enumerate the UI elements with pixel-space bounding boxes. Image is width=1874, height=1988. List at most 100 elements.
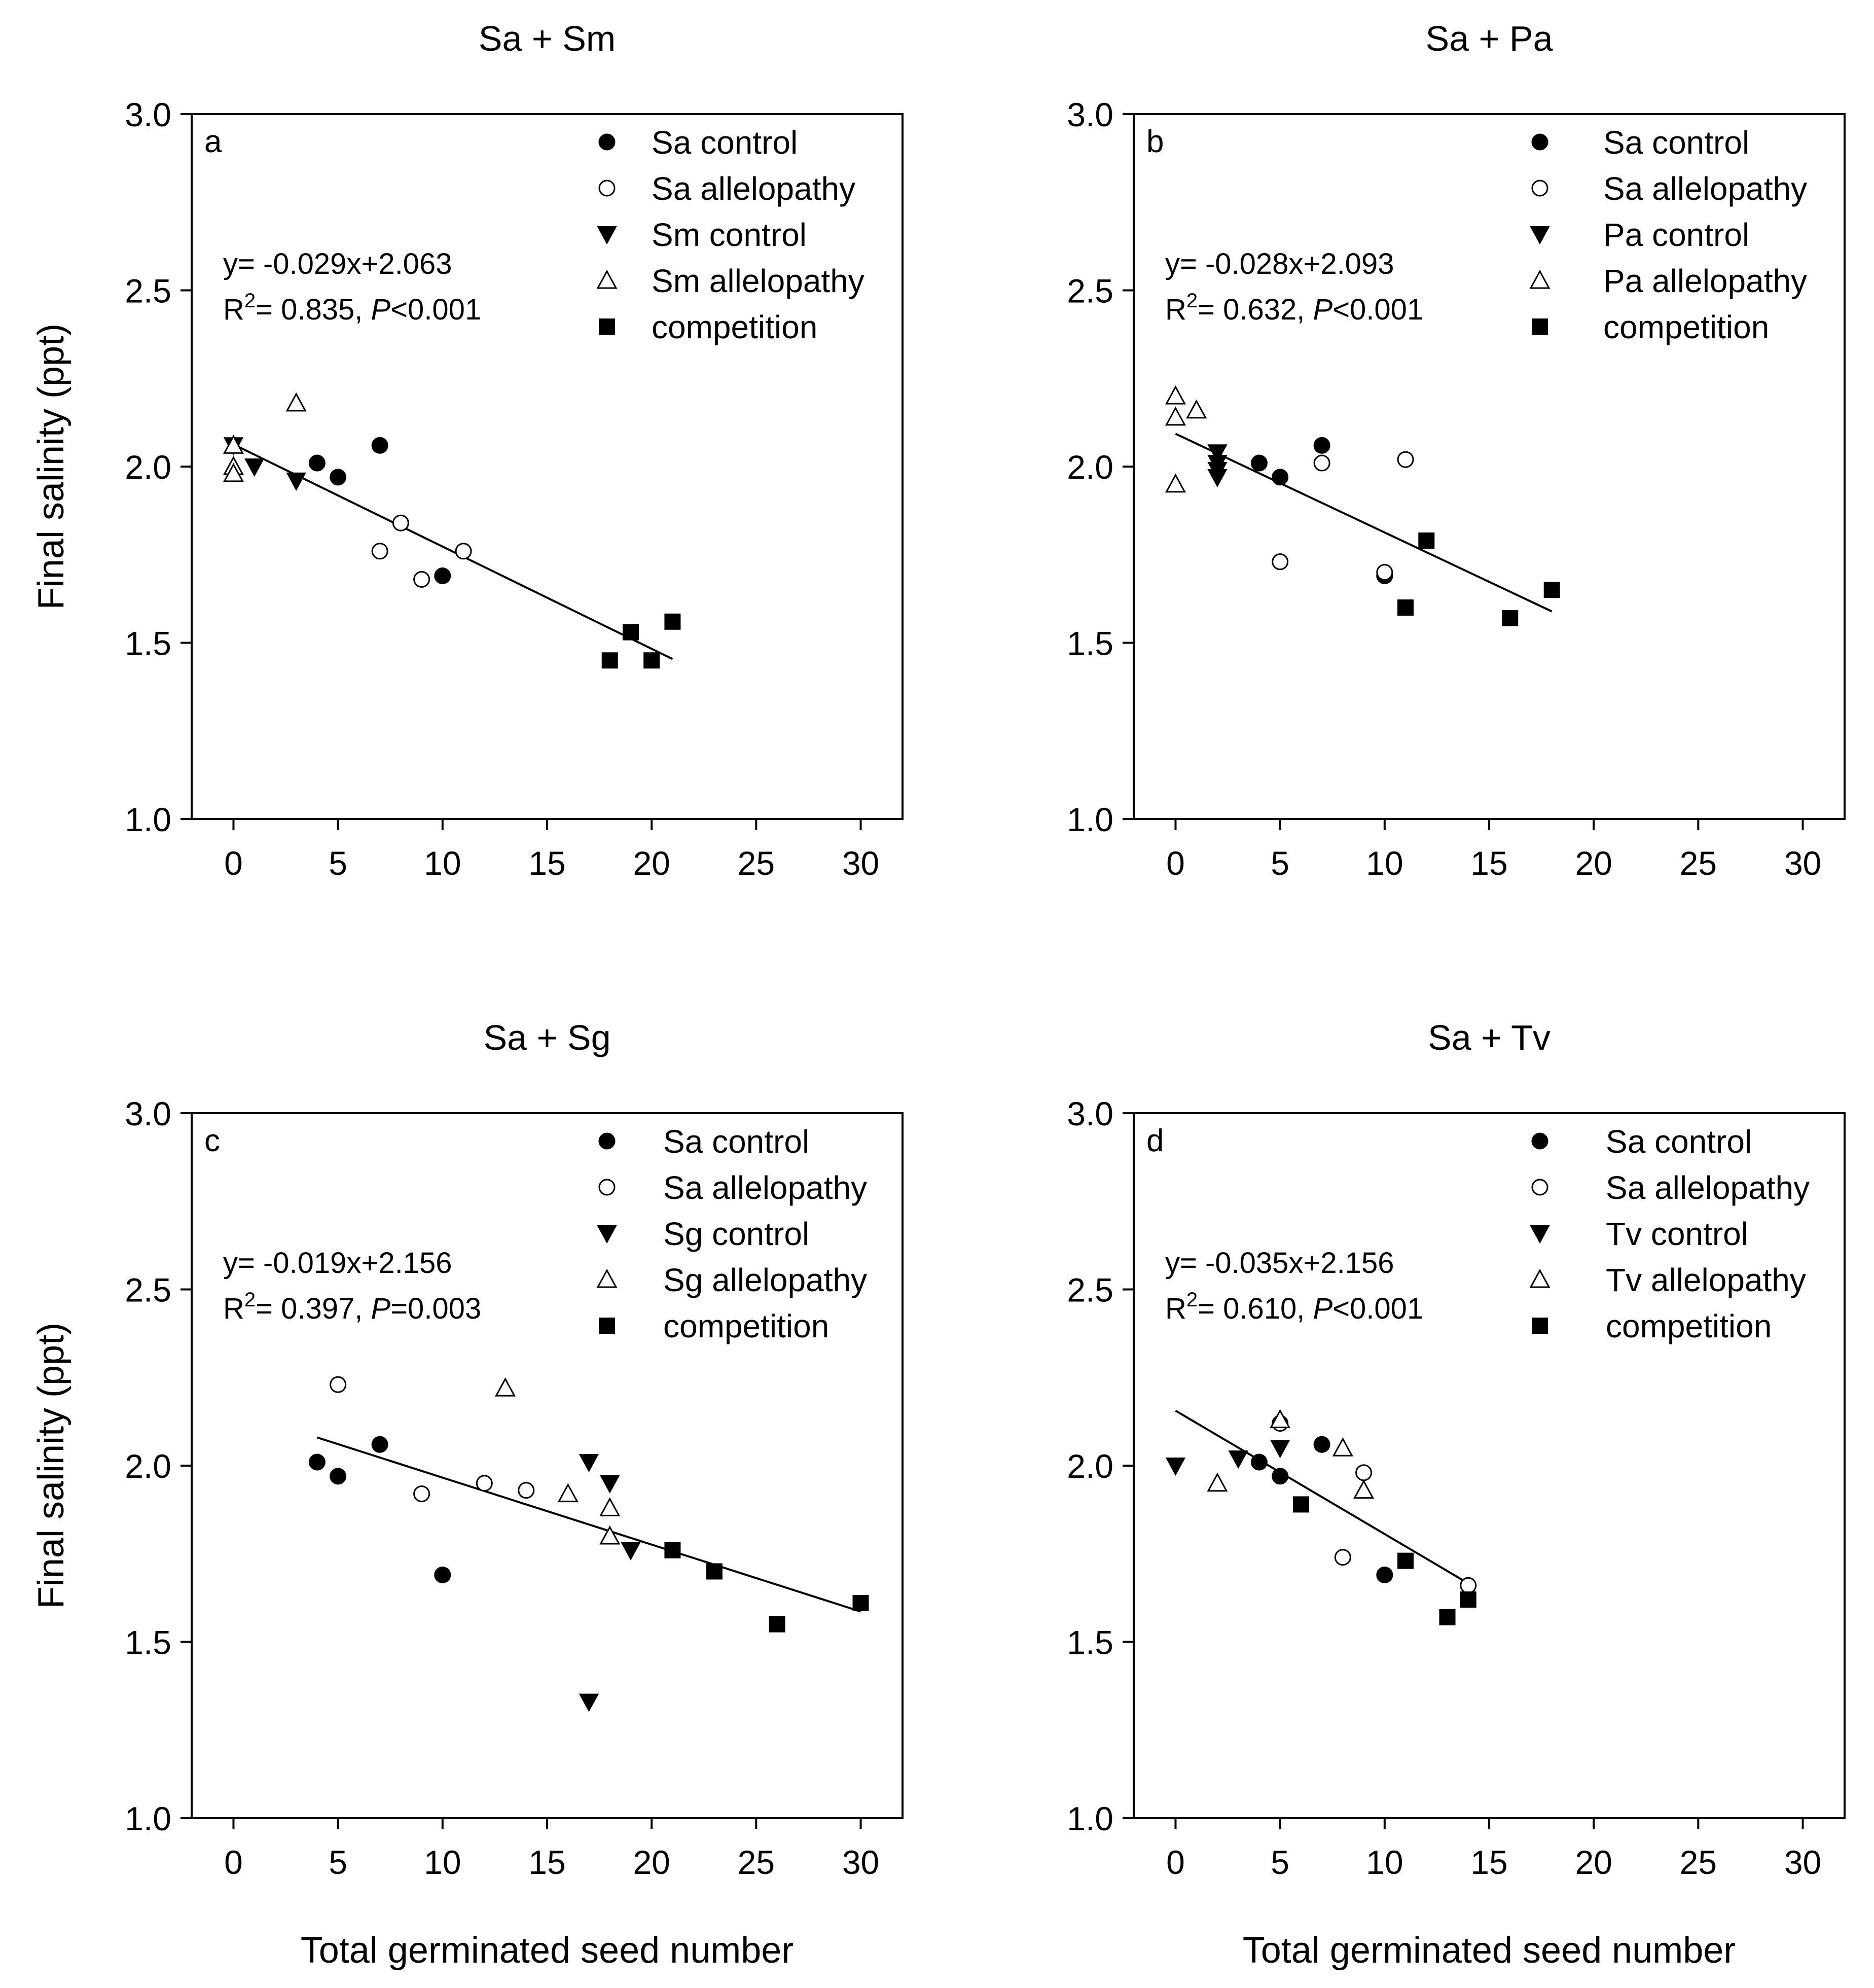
x-tick-label: 25: [1680, 844, 1717, 882]
data-point: [1543, 582, 1560, 598]
x-tick-label: 15: [1470, 1843, 1507, 1881]
data-point: [308, 454, 326, 472]
x-tick-label: 25: [738, 1843, 775, 1881]
x-tick-label: 15: [528, 1843, 565, 1881]
y-tick-label: 1.0: [1067, 1800, 1113, 1837]
panel-letter: c: [204, 1123, 220, 1158]
data-point: [330, 1468, 347, 1485]
regression-line: [1175, 1409, 1469, 1584]
data-point: [455, 543, 472, 560]
legend-label: Sm control: [652, 217, 807, 253]
data-point: [371, 437, 388, 454]
data-point: [579, 1454, 599, 1473]
y-tick-label: 1.5: [1067, 625, 1113, 662]
legend-marker: [598, 133, 616, 151]
data-point: [1207, 469, 1228, 487]
regression-stats: R2= 0.632, P<0.001: [1165, 290, 1423, 326]
panel-letter: b: [1146, 124, 1164, 159]
x-tick-label: 20: [633, 1843, 670, 1881]
data-point: [434, 567, 451, 584]
data-point: [1460, 1591, 1476, 1608]
x-tick-label: 5: [329, 844, 347, 882]
series-1: [330, 1376, 535, 1503]
data-point: [223, 435, 244, 454]
r2-value: = 0.610,: [1198, 1292, 1313, 1325]
y-tick-label: 2.5: [125, 1271, 171, 1309]
regression-stats: R2= 0.397, P=0.003: [223, 1289, 481, 1325]
y-tick-label: 2.0: [125, 1447, 171, 1485]
legend-marker: [597, 1225, 617, 1244]
y-tick-label: 2.5: [1067, 1271, 1113, 1309]
y-tick-label: 2.0: [1067, 1447, 1113, 1485]
data-point: [392, 514, 409, 531]
legend-marker: [599, 318, 615, 335]
data-point: [1165, 1458, 1186, 1476]
data-point: [1165, 473, 1186, 493]
x-tick-label: 30: [842, 1843, 879, 1881]
data-point: [476, 1475, 493, 1492]
legend-label: Sg allelopathy: [663, 1262, 867, 1298]
p-value: <0.001: [1332, 293, 1423, 326]
series-0: [308, 1436, 451, 1583]
legend-marker: [598, 1132, 616, 1150]
legend: Sa control Sa allelopathy Sm control Sm all…: [596, 124, 864, 345]
legend-marker: [598, 1179, 616, 1196]
data-point: [1272, 1468, 1289, 1485]
data-point: [599, 1497, 621, 1516]
r2-value: = 0.632,: [1198, 293, 1313, 326]
regression-equation: y= -0.035x+2.156: [1165, 1247, 1394, 1280]
series-1: [371, 514, 472, 588]
x-tick-label: 0: [1166, 844, 1185, 882]
series-4: [1292, 1496, 1476, 1625]
data-point: [518, 1482, 535, 1499]
r2-value: = 0.835,: [256, 293, 371, 326]
panel-a: Sa + Sm a 0 5 10 15 20 25 30 1.0 1.5 2.0 2.5 3.0 Final…: [31, 19, 904, 882]
data-point: [1272, 469, 1289, 486]
y-tick-label: 1.5: [125, 1624, 171, 1661]
data-point: [1418, 532, 1435, 549]
x-tick-label: 20: [1575, 1843, 1612, 1881]
regression-line: [233, 443, 673, 660]
data-point: [1397, 1552, 1414, 1569]
data-point: [600, 1475, 620, 1494]
regression-equation: y= -0.019x+2.156: [223, 1247, 452, 1280]
data-point: [1334, 1549, 1351, 1566]
data-point: [1270, 1440, 1290, 1459]
data-point: [1313, 437, 1330, 454]
data-point: [330, 1376, 347, 1393]
data-point: [371, 543, 388, 560]
p-label: P: [1313, 1292, 1333, 1325]
panel-d: Sa + Tv d 0 5 10 15 20 25 30 1.0 1.5 2.0 2.5 3.0 Total…: [1067, 1018, 1846, 1971]
legend-marker: [599, 1318, 615, 1334]
legend-label: Pa control: [1603, 217, 1749, 253]
legend-label: Sa allelopathy: [663, 1169, 867, 1206]
legend-marker: [596, 1268, 618, 1288]
data-point: [1270, 1409, 1291, 1429]
p-value: <0.001: [1332, 1292, 1423, 1325]
y-tick-label: 1.0: [1067, 801, 1113, 838]
x-tick-label: 10: [1366, 844, 1403, 882]
legend-label: Tv allelopathy: [1606, 1262, 1806, 1298]
r-superscript: 2: [1186, 1289, 1198, 1311]
series-4: [1397, 532, 1560, 626]
data-point: [1502, 610, 1519, 626]
legend-marker: [1531, 1132, 1548, 1150]
r-label: R: [1165, 1292, 1186, 1325]
legend-marker: [1529, 269, 1551, 289]
data-point: [621, 1542, 641, 1560]
legend-marker: [1529, 1268, 1551, 1288]
x-tick-label: 5: [329, 1843, 347, 1881]
x-axis-label: Total germinated seed number: [1243, 1930, 1736, 1971]
x-tick-label: 0: [224, 1843, 243, 1881]
y-tick-label: 1.0: [125, 801, 171, 838]
y-tick-label: 2.5: [1067, 272, 1113, 310]
data-point: [579, 1693, 599, 1712]
legend-marker: [1531, 180, 1548, 197]
series-2: [1165, 1440, 1290, 1476]
y-tick-label: 2.0: [1067, 448, 1113, 486]
series-0: [1250, 1436, 1393, 1583]
data-point: [1355, 1464, 1373, 1481]
panel-title: Sa + Sg: [483, 1018, 610, 1057]
legend-marker: [1530, 1225, 1550, 1244]
x-tick-label: 30: [842, 844, 879, 882]
